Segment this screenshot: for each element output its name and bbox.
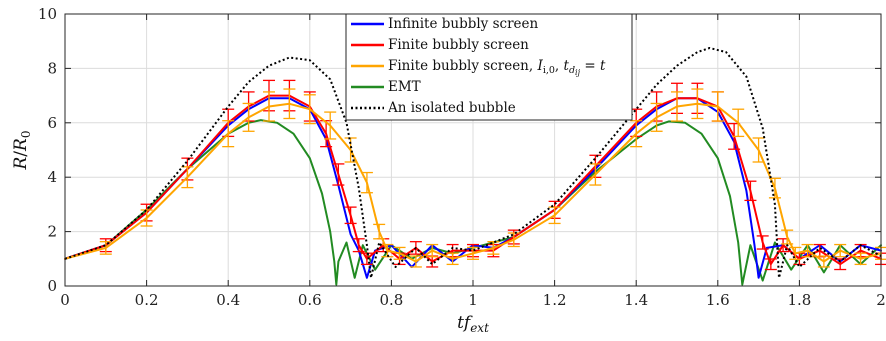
y-tick-label: 0 xyxy=(47,277,57,295)
legend: Infinite bubbly screen Finite bubbly scr… xyxy=(345,13,633,121)
x-tick-label: 1.4 xyxy=(624,291,648,309)
legend-label-emt: EMT xyxy=(388,79,421,95)
x-tick-label: 2 xyxy=(876,291,886,309)
y-tick-label: 4 xyxy=(47,168,57,186)
series-line-finite-bubbly-screen-i-i-0-t-d-ij-t xyxy=(64,102,882,263)
x-tick-label: 0.6 xyxy=(298,291,322,309)
legend-label-infinite: Infinite bubbly screen xyxy=(388,16,539,32)
y-tick-label: 2 xyxy=(47,223,57,241)
y-tick-label: 6 xyxy=(47,114,57,132)
x-axis-label: tfext xyxy=(457,313,489,335)
y-axis-label: R/R0 xyxy=(11,131,33,171)
legend-box xyxy=(345,13,633,121)
x-tick-label: 1.2 xyxy=(543,291,567,309)
x-tick-label: 0.8 xyxy=(379,291,403,309)
legend-label-finite: Finite bubbly screen xyxy=(388,37,529,53)
x-tick-label: 1.8 xyxy=(787,291,811,309)
series-layer xyxy=(64,47,886,286)
axis-ticks: 0 0.2 0.4 0.6 0.8 1 1.2 1.4 1.6 1.8 2 0 2 4 6 8 10 xyxy=(38,5,886,309)
series-line-an-isolated-bubble xyxy=(64,47,882,279)
x-tick-label: 0.4 xyxy=(216,291,240,309)
x-tick-label: 0.2 xyxy=(135,291,159,309)
x-tick-label: 1.6 xyxy=(706,291,730,309)
y-tick-label: 8 xyxy=(47,59,57,77)
x-tick-label: 1 xyxy=(468,291,478,309)
y-tick-label: 10 xyxy=(38,5,57,23)
x-tick-label: 0 xyxy=(60,291,70,309)
legend-label-isolated: An isolated bubble xyxy=(387,100,516,116)
